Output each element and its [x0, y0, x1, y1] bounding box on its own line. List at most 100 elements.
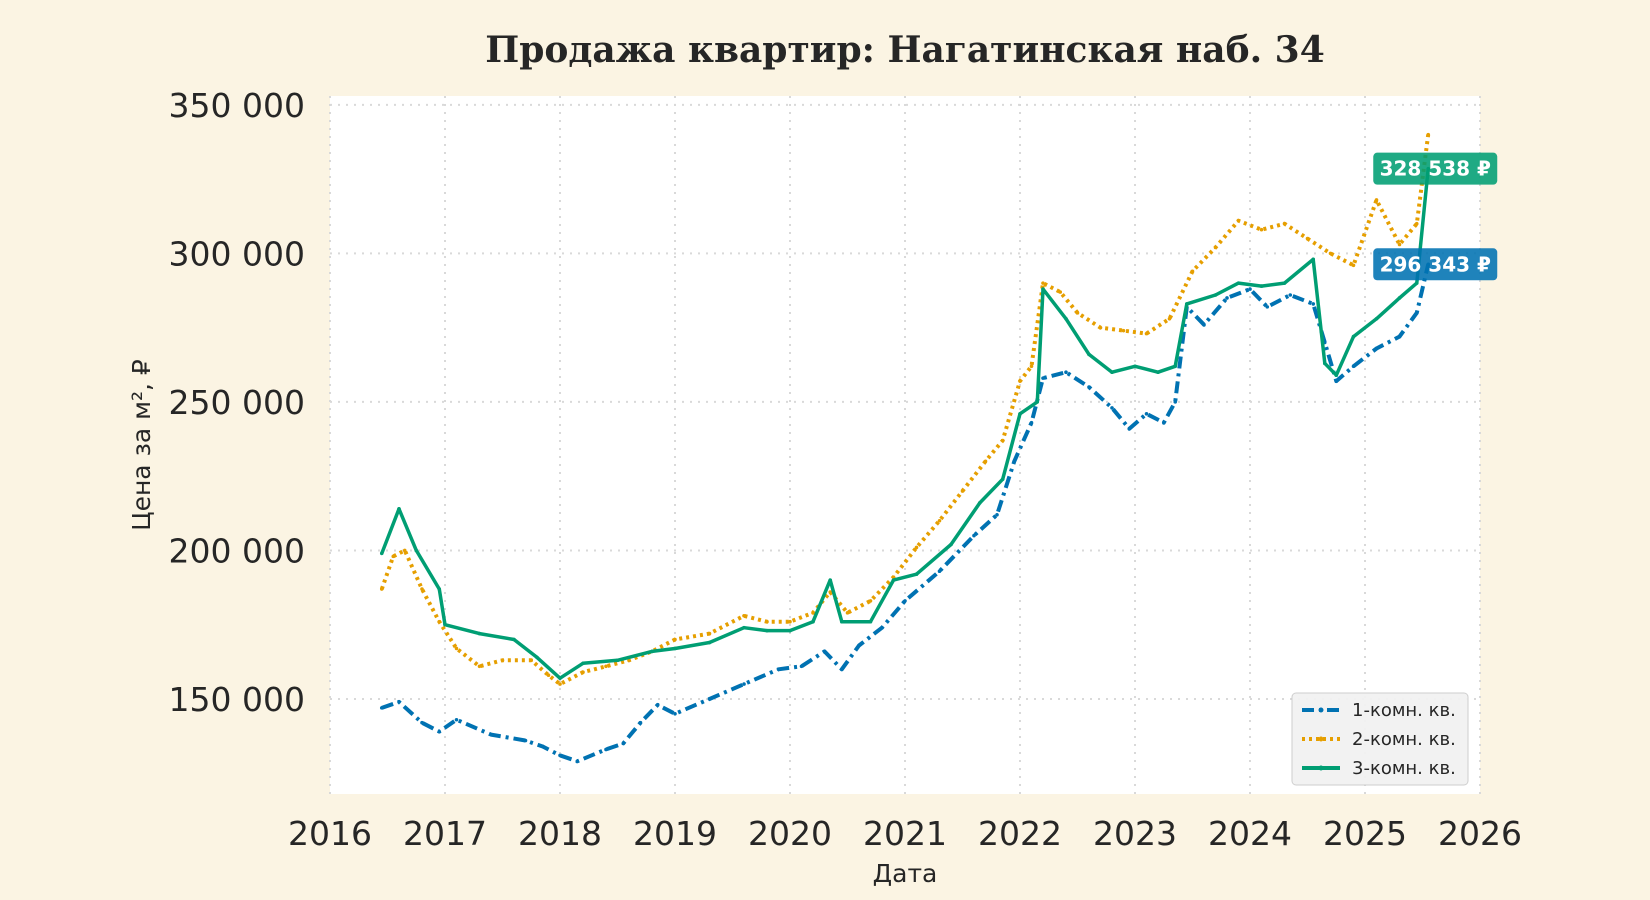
data-point — [822, 649, 827, 654]
data-point — [391, 554, 396, 559]
x-tick-label: 2018 — [518, 814, 602, 853]
series-line-1 — [381, 263, 1431, 764]
data-point — [799, 664, 804, 669]
data-point — [454, 717, 459, 722]
data-point — [1018, 412, 1022, 416]
data-point — [379, 706, 384, 710]
data-point — [1058, 290, 1063, 294]
data-point — [839, 667, 844, 672]
data-point — [529, 658, 534, 663]
data-point — [1426, 132, 1431, 137]
x-tick-label: 2017 — [403, 814, 487, 853]
data-point — [868, 619, 873, 624]
data-point — [437, 729, 442, 734]
data-point — [1041, 287, 1045, 291]
data-point — [1035, 400, 1040, 404]
data-point — [1110, 370, 1114, 375]
chart-title: Продажа квартир: Нагатинская наб. 34 — [485, 29, 1325, 71]
data-point — [1397, 334, 1402, 339]
end-value-badges: 296 343 ₽ 328 538 ₽ — [1373, 152, 1498, 281]
data-point — [558, 676, 562, 680]
data-point — [477, 631, 482, 636]
data-point — [776, 667, 781, 672]
data-point — [1075, 311, 1080, 315]
data-point — [379, 551, 384, 556]
data-point — [995, 513, 999, 517]
data-point — [402, 548, 407, 553]
x-axis-ticks: 2016 2017 2018 2019 2020 2021 2022 2023 2024 2025… — [288, 814, 1522, 853]
data-point — [1282, 281, 1287, 285]
data-point — [977, 501, 982, 505]
data-point — [1311, 257, 1316, 262]
data-point — [1064, 316, 1068, 321]
x-tick-label: 2019 — [633, 814, 717, 853]
data-point — [1259, 227, 1264, 232]
data-point — [1305, 236, 1310, 241]
x-tick-label: 2020 — [748, 814, 832, 853]
data-point — [1351, 364, 1356, 369]
series-line-3 — [380, 168, 1430, 680]
x-tick-label: 2025 — [1323, 814, 1407, 853]
data-point — [811, 611, 815, 615]
data-point — [1397, 296, 1402, 300]
data-point — [937, 518, 942, 523]
data-point — [1127, 426, 1132, 431]
data-point — [1288, 293, 1293, 297]
y-tick-label: 200 000 — [169, 531, 305, 570]
data-point — [1225, 296, 1229, 300]
data-point — [1173, 400, 1178, 404]
y-axis-ticks: 150 000 200 000 250 000 300 000 350 000 — [169, 86, 305, 719]
x-tick-label: 2024 — [1208, 814, 1292, 853]
data-point — [1213, 245, 1218, 250]
data-point — [1190, 269, 1195, 274]
legend-label: 2-комн. кв. — [1352, 729, 1456, 750]
data-point — [1334, 379, 1339, 383]
data-point — [615, 658, 620, 663]
data-point — [949, 542, 953, 547]
data-point — [1064, 370, 1068, 375]
data-point — [1265, 305, 1270, 309]
data-point — [437, 619, 442, 624]
data-point — [742, 625, 746, 630]
legend-label: 1-комн. кв. — [1352, 700, 1456, 721]
legend-label: 3-комн. кв. — [1352, 758, 1456, 779]
badge-background — [1373, 248, 1498, 281]
data-point — [1029, 420, 1034, 425]
data-point — [788, 619, 792, 624]
data-point — [1144, 412, 1149, 416]
data-point — [1167, 316, 1172, 321]
data-point — [1041, 281, 1045, 285]
data-point — [1087, 385, 1091, 389]
data-point — [1311, 302, 1316, 306]
data-point — [1121, 328, 1126, 333]
data-point — [765, 628, 769, 633]
data-point — [1156, 370, 1160, 375]
data-point — [1397, 242, 1402, 247]
data-point — [1374, 198, 1379, 202]
data-point — [1236, 218, 1241, 223]
x-tick-label: 2022 — [978, 814, 1062, 853]
data-point — [972, 533, 976, 538]
data-point — [523, 738, 528, 743]
data-point — [1334, 373, 1339, 378]
data-point — [1000, 477, 1005, 481]
data-point — [891, 578, 896, 582]
data-point — [1173, 364, 1178, 369]
data-point — [1000, 438, 1005, 443]
data-point — [1213, 293, 1218, 297]
data-point — [914, 545, 919, 550]
data-point — [673, 646, 677, 651]
data-point — [1414, 221, 1419, 226]
x-tick-label: 2023 — [1093, 814, 1177, 853]
data-point — [1098, 325, 1103, 330]
data-point — [828, 590, 833, 594]
x-tick-label: 2026 — [1438, 814, 1522, 853]
y-tick-label: 300 000 — [169, 234, 305, 273]
data-point — [707, 640, 712, 645]
legend: 1-комн. кв. 2-комн. кв. 3-комн. кв. — [1291, 692, 1469, 786]
end-value-badge-3: 328 538 ₽ — [1373, 152, 1498, 185]
data-point — [1110, 406, 1114, 410]
data-point — [581, 670, 585, 675]
data-point — [1351, 334, 1356, 339]
